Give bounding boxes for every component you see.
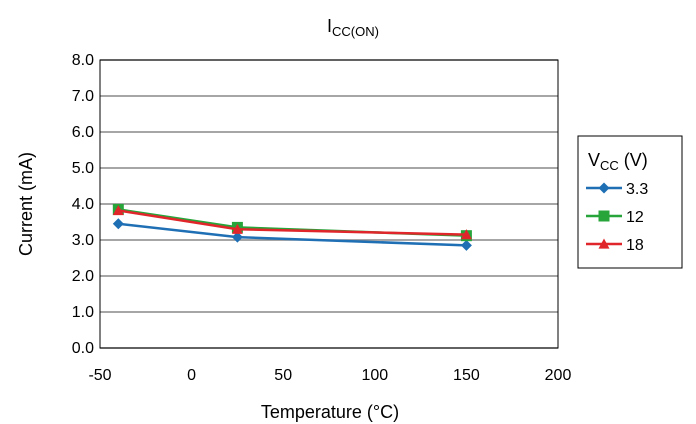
chart-title: ICC(ON) bbox=[327, 16, 379, 39]
legend-label: 12 bbox=[626, 209, 644, 226]
y-tick-labels: 0.0 1.0 2.0 3.0 4.0 5.0 6.0 7.0 8.0 bbox=[72, 52, 94, 357]
legend-swatch-marker bbox=[598, 238, 610, 249]
plot-area-border bbox=[99, 59, 559, 349]
gridlines bbox=[100, 59, 558, 349]
legend-label: 18 bbox=[626, 237, 644, 254]
legend-item-12: 12 bbox=[586, 209, 644, 226]
y-tick-label: 1.0 bbox=[72, 304, 94, 321]
data-point bbox=[460, 229, 472, 240]
legend-title-sub: CC bbox=[600, 158, 619, 173]
data-point bbox=[231, 231, 243, 243]
x-tick-label: -50 bbox=[88, 367, 111, 384]
x-tick-label: 200 bbox=[545, 367, 572, 384]
legend-items: 3.3 12 18 bbox=[586, 181, 648, 254]
chart-title-sub: CC(ON) bbox=[332, 24, 379, 39]
y-tick-label: 3.0 bbox=[72, 232, 94, 249]
series-3.3 bbox=[112, 218, 472, 251]
legend-swatch-marker bbox=[598, 210, 610, 222]
legend-item-3.3: 3.3 bbox=[586, 181, 648, 198]
series-18 bbox=[112, 204, 472, 240]
y-tick-label: 4.0 bbox=[72, 196, 94, 213]
legend-item-18: 18 bbox=[586, 237, 644, 254]
legend-swatch-marker bbox=[598, 182, 610, 194]
legend-title-unit: (V) bbox=[619, 150, 648, 170]
y-tick-label: 6.0 bbox=[72, 124, 94, 141]
y-tick-label: 2.0 bbox=[72, 268, 94, 285]
data-point bbox=[112, 218, 124, 230]
y-tick-label: 8.0 bbox=[72, 52, 94, 69]
legend-label: 3.3 bbox=[626, 181, 648, 198]
y-tick-label: 5.0 bbox=[72, 160, 94, 177]
legend: VCC (V) 3.3 12 18 bbox=[577, 135, 683, 269]
y-axis-label: Current (mA) bbox=[16, 152, 36, 256]
chart-title-main: I bbox=[327, 16, 332, 36]
legend-box bbox=[577, 135, 683, 269]
data-point bbox=[231, 223, 243, 234]
legend-title-main: V bbox=[588, 150, 600, 170]
data-point bbox=[112, 204, 124, 216]
y-tick-label: 7.0 bbox=[72, 88, 94, 105]
series-12 bbox=[112, 203, 472, 242]
legend-title: VCC (V) bbox=[588, 150, 648, 173]
x-tick-label: 100 bbox=[361, 367, 388, 384]
x-axis-label: Temperature (°C) bbox=[261, 402, 399, 422]
data-point bbox=[460, 239, 472, 251]
x-tick-label: 150 bbox=[453, 367, 480, 384]
x-tick-label: 0 bbox=[187, 367, 196, 384]
series-line bbox=[118, 209, 467, 236]
y-tick-label: 0.0 bbox=[72, 340, 94, 357]
x-tick-label: 50 bbox=[274, 367, 292, 384]
series-group bbox=[112, 203, 472, 251]
x-tick-labels: -50 0 50 100 150 200 bbox=[88, 367, 571, 384]
